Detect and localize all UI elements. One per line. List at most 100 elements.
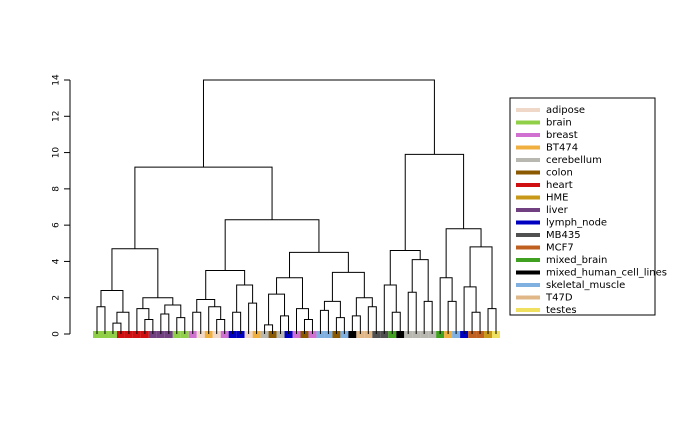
dendrogram-link (391, 311, 401, 334)
leaf-color (420, 331, 429, 338)
y-tick-label: 2 (52, 295, 62, 301)
dendrogram-link (142, 297, 174, 309)
dendrogram-link (96, 306, 106, 334)
dendrogram-link (216, 318, 226, 334)
y-tick-label: 14 (52, 74, 62, 86)
dendrogram-link (439, 277, 453, 334)
y-tick-label: 4 (52, 258, 62, 264)
legend-label: adipose (546, 105, 585, 116)
y-tick-label: 8 (52, 186, 62, 192)
leaf-color (348, 331, 357, 338)
legend-label: mixed_human_cell_lines (546, 268, 667, 279)
leaf-color (380, 331, 389, 338)
leaf-color (220, 331, 229, 338)
leaf-color (252, 331, 261, 338)
leaf-color (284, 331, 293, 338)
y-tick-label: 0 (52, 331, 62, 337)
leaf-color (308, 331, 317, 338)
leaf-color (292, 331, 301, 338)
leaf-color (164, 331, 173, 338)
dendrogram-link (289, 251, 349, 278)
legend-label: MCF7 (546, 243, 574, 254)
leaf-color (228, 331, 237, 338)
legend-label: mixed_brain (546, 255, 607, 266)
legend-label: skeletal_muscle (546, 280, 625, 291)
leaf-color (180, 331, 189, 338)
dendrogram-link (404, 153, 465, 251)
dendrogram-link (160, 313, 170, 334)
dendrogram-link (116, 311, 130, 334)
leaf-color (156, 331, 165, 338)
dendrogram-link (232, 311, 242, 334)
leaf-color (468, 331, 477, 338)
leaf-color (212, 331, 221, 338)
dendrogram-link (367, 306, 377, 334)
dendrogram-link (411, 259, 429, 302)
leaf-color (116, 331, 125, 338)
dendrogram-link (487, 308, 497, 334)
dendrogram-link (100, 289, 124, 313)
leaf-color (372, 331, 381, 338)
y-tick-label: 6 (52, 222, 62, 228)
dendrogram-link (423, 300, 433, 334)
legend-label: heart (546, 180, 573, 191)
leaf-color (364, 331, 373, 338)
leaf-color (172, 331, 181, 338)
leaf-color (404, 331, 413, 338)
leaf-color (124, 331, 133, 338)
leaf-color (460, 331, 469, 338)
dendrogram-link (303, 318, 313, 334)
leaf-color (236, 331, 245, 338)
dendrogram-link (469, 246, 493, 309)
leaf-color (244, 331, 253, 338)
dendrogram-link (463, 286, 477, 334)
dendrogram-link (276, 277, 303, 309)
dendrogram-link (164, 304, 182, 318)
leaf-color (324, 331, 333, 338)
dendrogram-link (192, 311, 202, 334)
dendrogram-link (236, 284, 254, 313)
y-tick-label: 12 (52, 111, 62, 122)
dendrogram-link (111, 248, 159, 298)
leaf-color (93, 331, 101, 338)
leaf-color (356, 331, 365, 338)
dendrogram-link (208, 306, 222, 334)
leaf-color (276, 331, 285, 338)
leaf-color (396, 331, 405, 338)
leaf-color (444, 331, 453, 338)
legend-label: breast (546, 130, 578, 141)
legend-label: cerebellum (546, 155, 602, 166)
leaf-color (452, 331, 461, 338)
leaf-color (188, 331, 197, 338)
dendrogram-link (196, 299, 216, 313)
legend-label: lymph_node (546, 218, 607, 229)
legend-label: BT474 (546, 143, 578, 154)
leaf-color (436, 331, 445, 338)
legend-label: MB435 (546, 230, 581, 241)
legend-label: HME (546, 193, 568, 204)
dendrogram-link (445, 228, 482, 278)
leaf-color (476, 331, 485, 338)
leaf-color (332, 331, 341, 338)
leaf-color (340, 331, 349, 338)
y-tick-label: 10 (52, 147, 62, 159)
leaf-color (196, 331, 205, 338)
legend-label: testes (546, 305, 577, 316)
dendrogram-link (136, 308, 150, 334)
dendrogram-link (319, 309, 329, 334)
dendrogram-link (134, 166, 273, 249)
leaf-color (316, 331, 325, 338)
dendrogram-link (296, 308, 309, 334)
dendrogram-link (224, 219, 320, 271)
dendrogram-link (389, 250, 421, 286)
legend-label: brain (546, 118, 572, 129)
leaf-color (484, 331, 493, 338)
dendrogram-link (264, 324, 274, 334)
legend-label: T47D (545, 293, 573, 304)
dendrogram-link (323, 300, 341, 318)
leaf-color (268, 331, 277, 338)
dendrogram-link (447, 300, 457, 334)
dendrogram-link (471, 311, 481, 334)
leaf-color (140, 331, 149, 338)
